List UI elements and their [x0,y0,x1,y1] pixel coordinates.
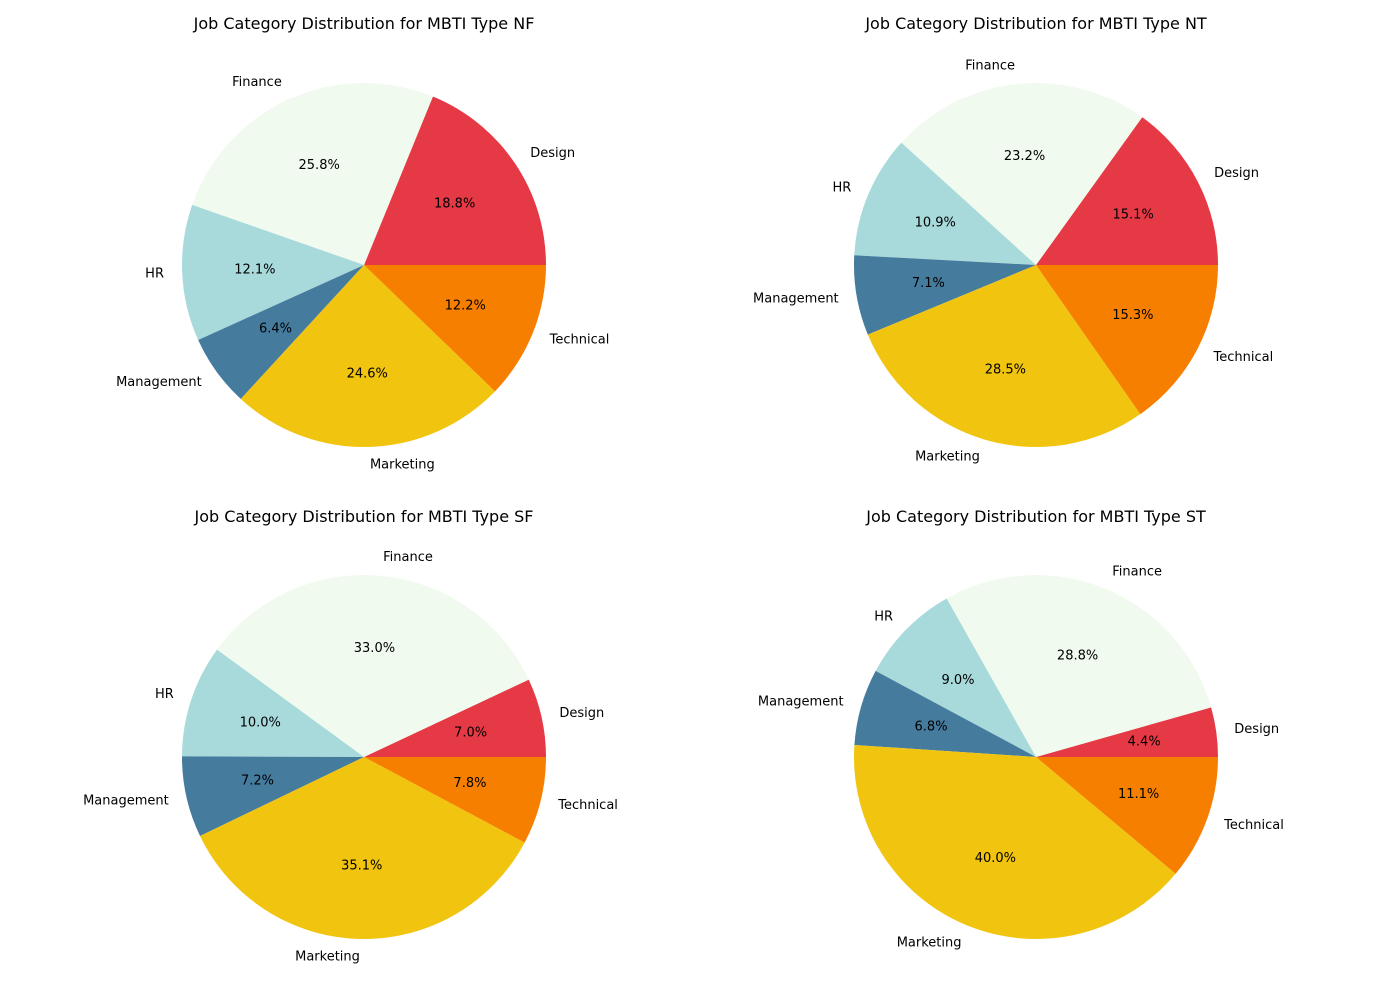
chart-title-st: Job Category Distribution for MBTI Type … [865,507,1206,526]
pie-slice-management [854,670,1036,757]
percent-label-technical: 7.8% [453,776,486,791]
pie-slice-technical [1036,757,1218,874]
pie-slice-hr [854,142,1036,265]
pie-slice-design [1036,707,1218,757]
chart-title-nt: Job Category Distribution for MBTI Type … [864,14,1207,33]
chart-title-nf: Job Category Distribution for MBTI Type … [193,14,535,33]
slice-label-technical: Technical [1223,818,1284,833]
slice-label-hr: HR [155,687,174,702]
percent-label-hr: 12.1% [234,262,275,277]
chart-title-sf: Job Category Distribution for MBTI Type … [194,507,534,526]
slice-label-marketing: Marketing [915,450,980,465]
percent-label-management: 7.2% [241,774,274,789]
pie-slice-marketing [240,265,495,447]
percent-label-management: 6.8% [915,719,948,734]
slice-label-design: Design [1234,722,1279,737]
slices-nf: 18.8% Design 25.8% Finance 12.1% HR 6.4% Manage… [116,75,609,473]
pie-slice-design [1036,117,1218,265]
pie-slice-design [364,679,547,757]
pie-slice-design [364,96,546,265]
pie-slice-finance [192,82,433,265]
pie-slice-finance [901,83,1143,266]
percent-label-design: 15.1% [1113,208,1154,223]
slice-label-management: Management [758,694,844,709]
percent-label-management: 7.1% [912,276,945,291]
slice-label-management: Management [116,375,202,390]
pie-slice-technical [1036,265,1218,415]
slice-label-marketing: Marketing [897,935,962,950]
pie-slice-technical [364,265,546,392]
slice-label-design: Design [530,146,575,161]
percent-label-hr: 9.0% [941,673,974,688]
slice-label-finance: Finance [1112,564,1162,579]
pie-slice-finance [217,575,529,757]
percent-label-technical: 12.2% [445,298,486,313]
percent-label-hr: 10.0% [240,715,281,730]
pie-slice-management [182,756,364,836]
pie-chart-sf: Job Category Distribution for MBTI Type … [83,507,618,965]
slice-label-finance: Finance [232,75,282,90]
slice-label-hr: HR [832,180,851,195]
percent-label-marketing: 35.1% [341,859,382,874]
pie-chart-st: Job Category Distribution for MBTI Type … [758,507,1284,950]
slice-label-marketing: Marketing [295,950,360,965]
pie-slice-hr [181,204,364,340]
percent-label-design: 7.0% [454,726,487,741]
slice-label-hr: HR [145,266,164,281]
percent-label-marketing: 24.6% [347,367,388,382]
slices-sf: 7.0% Design 33.0% Finance 10.0% HR 7.2% Managem… [83,550,618,964]
slice-label-marketing: Marketing [370,458,435,473]
slice-label-technical: Technical [549,332,610,347]
slice-label-hr: HR [874,609,893,624]
percent-label-hr: 10.9% [915,215,956,230]
percent-label-technical: 15.3% [1112,308,1153,323]
pie-slice-hr [875,598,1036,757]
slice-label-design: Design [1214,166,1259,181]
slice-label-finance: Finance [383,550,433,565]
pie-chart-nf: Job Category Distribution for MBTI Type … [116,14,609,473]
percent-label-finance: 25.8% [299,158,340,173]
pie-slice-management [854,255,1036,335]
percent-label-finance: 23.2% [1004,149,1045,164]
slice-label-management: Management [753,291,839,306]
percent-label-marketing: 28.5% [985,362,1026,377]
pie-slice-marketing [200,757,525,940]
slice-label-management: Management [83,794,169,809]
percent-label-design: 18.8% [434,197,475,212]
slices-st: 4.4% Design 28.8% Finance 9.0% HR 6.8% Manageme… [758,564,1284,950]
pie-slice-hr [182,649,364,757]
pie-slice-management [198,265,364,399]
pie-slice-technical [364,757,546,843]
percent-label-finance: 33.0% [354,641,395,656]
percent-label-marketing: 40.0% [975,851,1016,866]
pie-slice-marketing [867,265,1141,448]
percent-label-finance: 28.8% [1057,649,1098,664]
percent-label-design: 4.4% [1128,734,1161,749]
percent-label-management: 6.4% [259,321,292,336]
slice-label-design: Design [559,706,604,721]
slice-label-technical: Technical [1213,350,1274,365]
slice-label-technical: Technical [557,798,618,813]
slices-nt: 15.1% Design 23.2% Finance 10.9% HR 7.1% Manage… [753,58,1273,464]
pie-slice-marketing [854,745,1176,939]
pie-slice-finance [946,575,1212,757]
percent-label-technical: 11.1% [1118,787,1159,802]
slice-label-finance: Finance [965,58,1015,73]
pie-chart-nt: Job Category Distribution for MBTI Type … [753,14,1273,465]
